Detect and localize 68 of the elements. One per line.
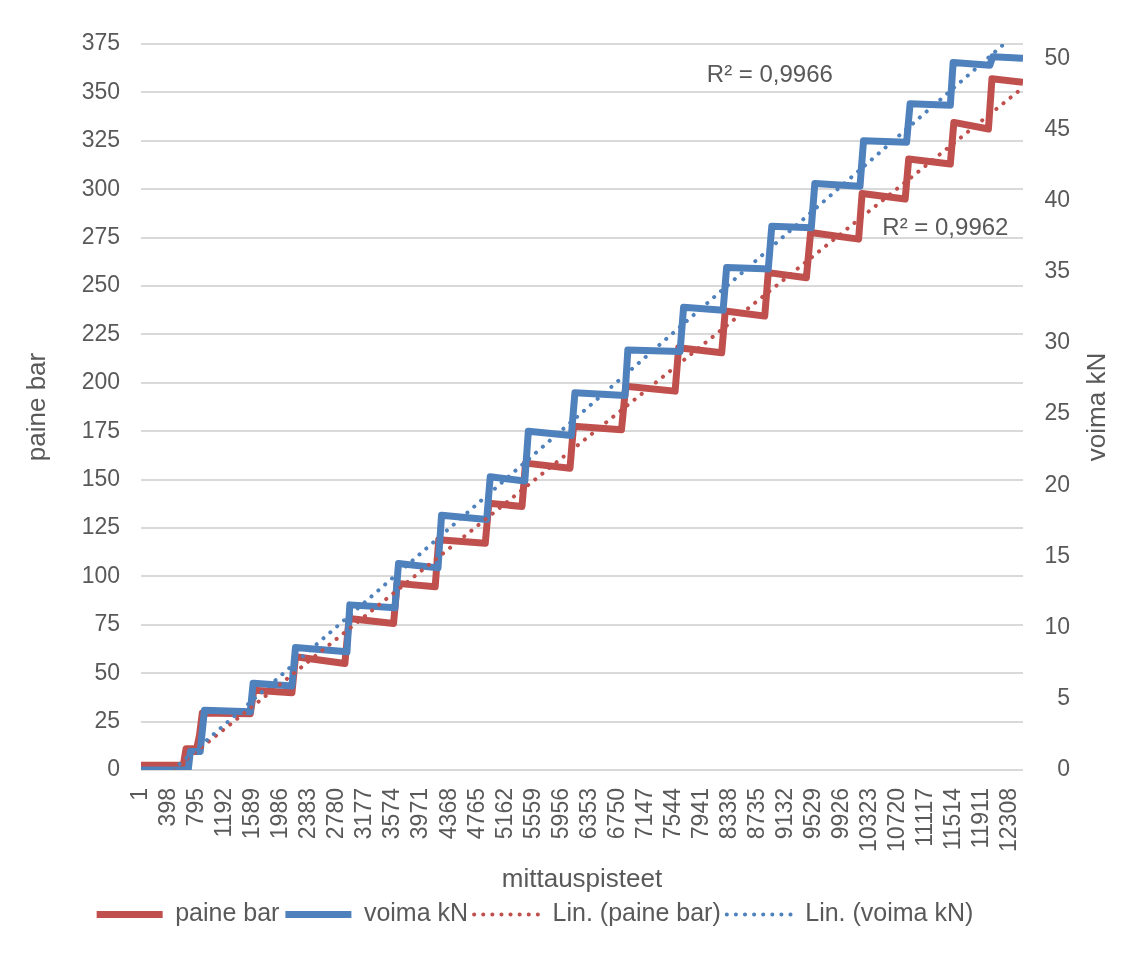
- x-tick-label: 4765: [462, 788, 489, 840]
- x-tick-label: 1986: [266, 788, 293, 840]
- x-tick-label: 6353: [574, 788, 601, 840]
- x-tick-label: 6750: [602, 788, 629, 840]
- y-tick-label: 200: [81, 368, 120, 395]
- x-tick-label: 7544: [658, 787, 685, 840]
- y2-tick-label: 5: [1057, 684, 1070, 711]
- y-tick-label: 100: [81, 561, 120, 588]
- x-tick-label: 7147: [630, 788, 657, 840]
- x-tick-label: 9926: [826, 788, 853, 840]
- x-tick-label: 12308: [994, 788, 1021, 852]
- x-tick-label: 1192: [210, 788, 237, 838]
- legend-label: voima kN: [363, 898, 469, 927]
- x-tick-label: 2383: [294, 788, 321, 840]
- y-axis-title: paine bar: [20, 352, 51, 462]
- y2-tick-label: 50: [1044, 43, 1070, 70]
- legend-label: Lin. (paine bar): [552, 898, 721, 927]
- y-tick-label: 25: [94, 706, 120, 733]
- x-tick-label: 9529: [798, 788, 825, 840]
- x-tick-label: 398: [154, 788, 181, 827]
- x-tick-label: 1: [126, 788, 153, 801]
- x-tick-label: 11911: [966, 788, 993, 849]
- y-tick-label: 325: [81, 126, 120, 153]
- y-tick-label: 300: [81, 174, 120, 201]
- x-tick-label: 795: [182, 788, 209, 827]
- y-tick-label: 150: [81, 464, 120, 491]
- legend-label: paine bar: [175, 898, 280, 927]
- y-tick-label: 225: [81, 319, 120, 346]
- x-tick-label: 11117: [910, 788, 937, 847]
- y-tick-label: 75: [94, 610, 120, 637]
- y2-axis-title: voima kN: [1081, 352, 1112, 462]
- y-tick-label: 175: [81, 416, 120, 443]
- y-tick-label: 350: [81, 77, 120, 104]
- x-tick-label: 11514: [938, 787, 965, 851]
- x-tick-label: 5162: [490, 788, 517, 840]
- y2-tick-label: 20: [1044, 470, 1070, 497]
- x-tick-label: 3177: [350, 788, 377, 840]
- y2-tick-label: 25: [1044, 399, 1070, 426]
- x-tick-label: 10323: [854, 788, 881, 852]
- annotation: R² = 0,9966: [706, 59, 833, 87]
- y2-tick-label: 10: [1044, 612, 1070, 639]
- x-tick-label: 8735: [742, 788, 769, 840]
- x-tick-label: 5559: [518, 788, 545, 840]
- y-tick-label: 250: [81, 271, 120, 298]
- x-tick-label: 7941: [686, 788, 713, 840]
- y2-tick-label: 35: [1044, 257, 1070, 284]
- y2-tick-label: 30: [1044, 328, 1070, 355]
- x-tick-label: 3574: [378, 787, 405, 840]
- x-tick-label: 1589: [238, 788, 265, 840]
- x-tick-label: 3971: [406, 788, 433, 840]
- legend-label: Lin. (voima kN): [805, 898, 974, 927]
- x-tick-label: 4368: [434, 788, 461, 840]
- y-tick-label: 125: [81, 513, 120, 540]
- y2-tick-label: 0: [1057, 755, 1070, 782]
- y2-tick-label: 45: [1044, 114, 1070, 141]
- x-tick-label: 9132: [770, 788, 797, 840]
- y2-tick-label: 15: [1044, 541, 1070, 568]
- y-tick-label: 0: [107, 755, 120, 782]
- x-tick-label: 8338: [714, 788, 741, 840]
- annotation: R² = 0,9962: [882, 213, 1009, 241]
- x-tick-label: 10720: [882, 788, 909, 852]
- x-tick-label: 5956: [546, 788, 573, 840]
- y-tick-label: 50: [94, 658, 120, 685]
- y-tick-label: 275: [81, 222, 120, 249]
- x-tick-label: 2780: [322, 788, 349, 840]
- y2-tick-label: 40: [1044, 185, 1070, 212]
- x-axis-title: mittauspisteet: [501, 862, 663, 893]
- y-tick-label: 375: [81, 29, 120, 56]
